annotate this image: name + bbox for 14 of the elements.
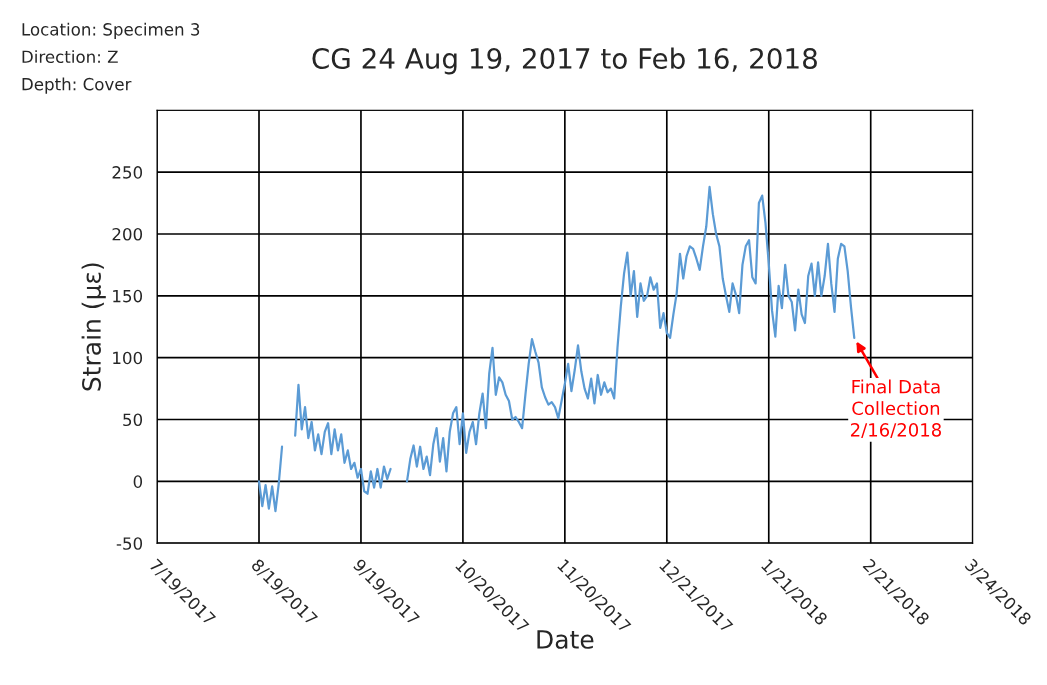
y-tick-label: 0 (133, 475, 143, 488)
text: Depth: Cover (22, 77, 132, 94)
y-tick-label: 150 (113, 289, 143, 303)
annotation: Final Data Collection 2/16/2018 (850, 379, 941, 439)
y-tick-label: 250 (112, 166, 143, 179)
y-axis-title: Strain (με) (81, 263, 106, 391)
text: Direction: Z (22, 50, 118, 64)
y-tick-label: 50 (123, 413, 143, 427)
chart-title: CG 24 Aug 19, 2017 to Feb 16, 2018 (312, 47, 817, 75)
y-tick-label: 200 (112, 227, 143, 241)
x-axis-title: Date (537, 630, 594, 649)
text: Location: Specimen 3 (22, 22, 200, 39)
y-tick-label: -50 (116, 537, 143, 550)
y-tick-label: 100 (113, 351, 143, 365)
